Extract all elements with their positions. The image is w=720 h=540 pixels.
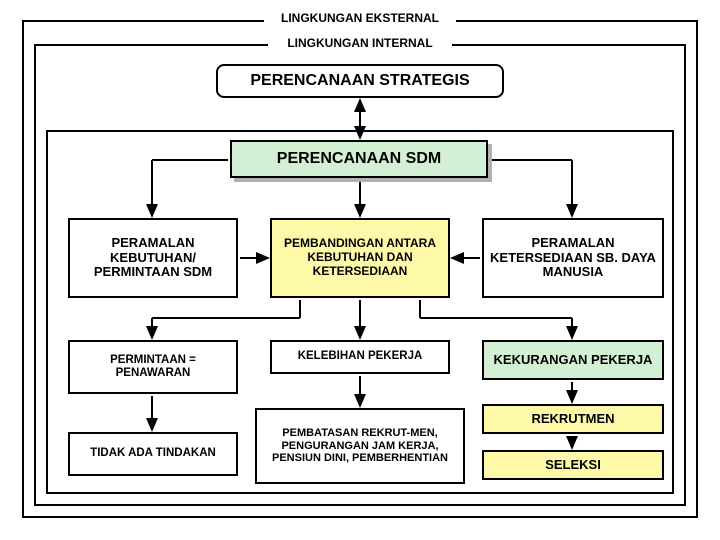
node-kelebihan: KELEBIHAN PEKERJA (270, 340, 450, 374)
label-internal: LINGKUNGAN INTERNAL (268, 35, 452, 53)
node-strategis: PERENCANAAN STRATEGIS (216, 64, 504, 98)
node-sdm: PERENCANAAN SDM (230, 140, 488, 178)
node-peramalan-kebutuhan: PERAMALAN KEBUTUHAN/ PERMINTAAN SDM (68, 218, 238, 298)
diagram-canvas: LINGKUNGAN EKSTERNAL LINGKUNGAN INTERNAL… (0, 0, 720, 540)
node-peramalan-ketersediaan: PERAMALAN KETERSEDIAAN SB. DAYA MANUSIA (482, 218, 664, 298)
node-pembatasan: PEMBATASAN REKRUT-MEN, PENGURANGAN JAM K… (255, 408, 465, 484)
label-external: LINGKUNGAN EKSTERNAL (264, 10, 456, 28)
node-kekurangan: KEKURANGAN PEKERJA (482, 340, 664, 380)
node-permintaan: PERMINTAAN = PENAWARAN (68, 340, 238, 394)
node-tidak-ada: TIDAK ADA TINDAKAN (68, 432, 238, 476)
node-seleksi: SELEKSI (482, 450, 664, 480)
node-pembandingan: PEMBANDINGAN ANTARA KEBUTUHAN DAN KETERS… (270, 218, 450, 298)
node-rekrutmen: REKRUTMEN (482, 404, 664, 434)
